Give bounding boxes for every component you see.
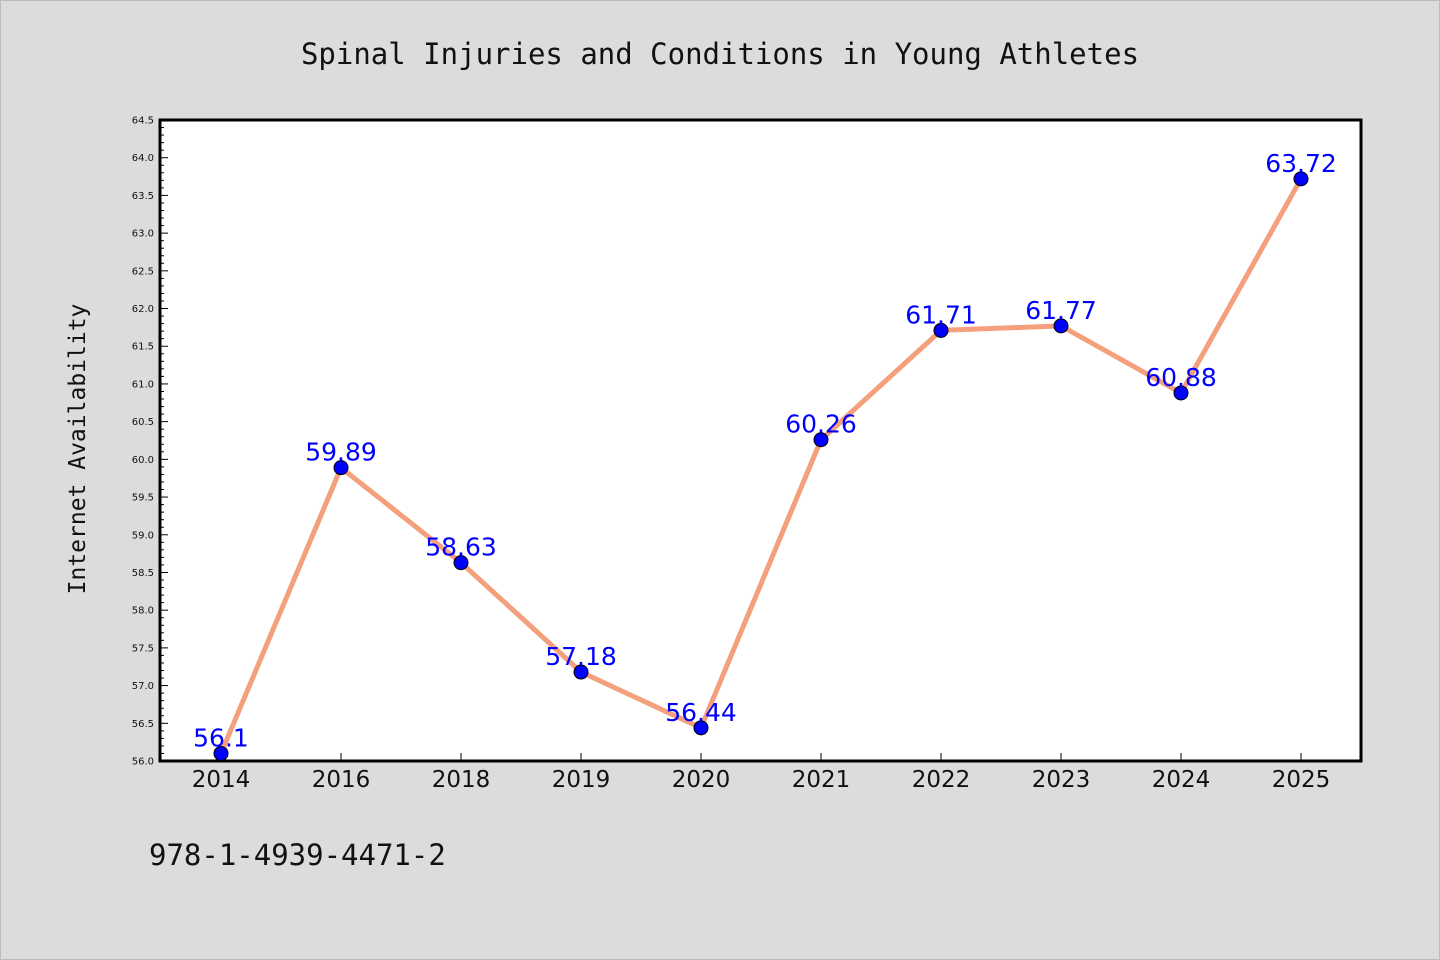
- y-tick-label: 59.5: [132, 493, 154, 504]
- data-point: [453, 555, 469, 571]
- data-point: [1053, 318, 1069, 334]
- y-tick-label: 64.5: [132, 116, 154, 127]
- y-tick-label: 57.5: [132, 643, 154, 654]
- data-label: 58.63: [425, 533, 497, 562]
- x-tick-label: 2016: [312, 767, 371, 793]
- data-label: 61.71: [905, 300, 977, 329]
- chart-title: Spinal Injuries and Conditions in Young …: [301, 37, 1139, 71]
- y-tick-label: 62.5: [132, 266, 154, 277]
- y-tick-label: 59.0: [132, 530, 154, 541]
- data-point: [1173, 385, 1189, 401]
- x-tick-label: 2020: [672, 767, 731, 793]
- data-label: 61.77: [1025, 296, 1097, 325]
- data-label-group: 56.1 59.89 58.63 57.18 56.44 60.26 61.71 61.77 6…: [193, 149, 1337, 753]
- y-tick-label: 60.5: [132, 417, 154, 428]
- y-tick-label: 58.5: [132, 568, 154, 579]
- x-tick-label: 2023: [1032, 767, 1091, 793]
- isbn-text: 978-1-4939-4471-2: [149, 838, 446, 872]
- data-label: 63.72: [1265, 149, 1337, 178]
- x-tick-label: 2021: [792, 767, 851, 793]
- x-tick-label: 2024: [1152, 767, 1211, 793]
- y-tick-label: 58.0: [132, 606, 154, 617]
- y-tick-label: 56.5: [132, 719, 154, 730]
- x-tick-label: 2018: [432, 767, 491, 793]
- data-label: 60.26: [785, 410, 857, 439]
- data-label: 57.18: [545, 642, 617, 671]
- data-point: [213, 745, 229, 761]
- x-axis: 2014 2016 2018 2019 2020 2021 2022 2023 2024 2025: [192, 753, 1331, 793]
- y-axis: 56.0 56.5 57.0 57.5 58.0 58.5 59.0 59.5 60.0 60.5…: [132, 116, 168, 768]
- y-tick-label: 62.0: [132, 304, 154, 315]
- y-axis-label: Internet Availability: [65, 304, 91, 595]
- x-tick-label: 2022: [912, 767, 971, 793]
- x-tick-label: 2019: [552, 767, 611, 793]
- y-tick-label: 61.5: [132, 342, 154, 353]
- data-label: 56.1: [193, 723, 249, 752]
- data-point: [573, 664, 589, 680]
- plot-area: [158, 118, 1363, 763]
- data-point: [813, 432, 829, 448]
- series-line-group: [213, 171, 1309, 761]
- data-point: [333, 460, 349, 476]
- data-label: 59.89: [305, 438, 377, 467]
- data-label: 56.44: [665, 698, 737, 727]
- y-tick-label: 63.0: [132, 229, 154, 240]
- data-point: [933, 322, 949, 338]
- y-tick-label: 61.0: [132, 379, 154, 390]
- data-label: 60.88: [1145, 363, 1217, 392]
- x-tick-label: 2014: [192, 767, 251, 793]
- y-tick-label: 64.0: [132, 153, 154, 164]
- y-tick-label: 63.5: [132, 191, 154, 202]
- x-tick-label: 2025: [1272, 767, 1331, 793]
- y-tick-label: 56.0: [132, 757, 154, 768]
- y-tick-label: 57.0: [132, 681, 154, 692]
- y-tick-label: 60.0: [132, 455, 154, 466]
- data-point: [693, 720, 709, 736]
- data-point: [1293, 171, 1309, 187]
- series-line: [218, 176, 1304, 756]
